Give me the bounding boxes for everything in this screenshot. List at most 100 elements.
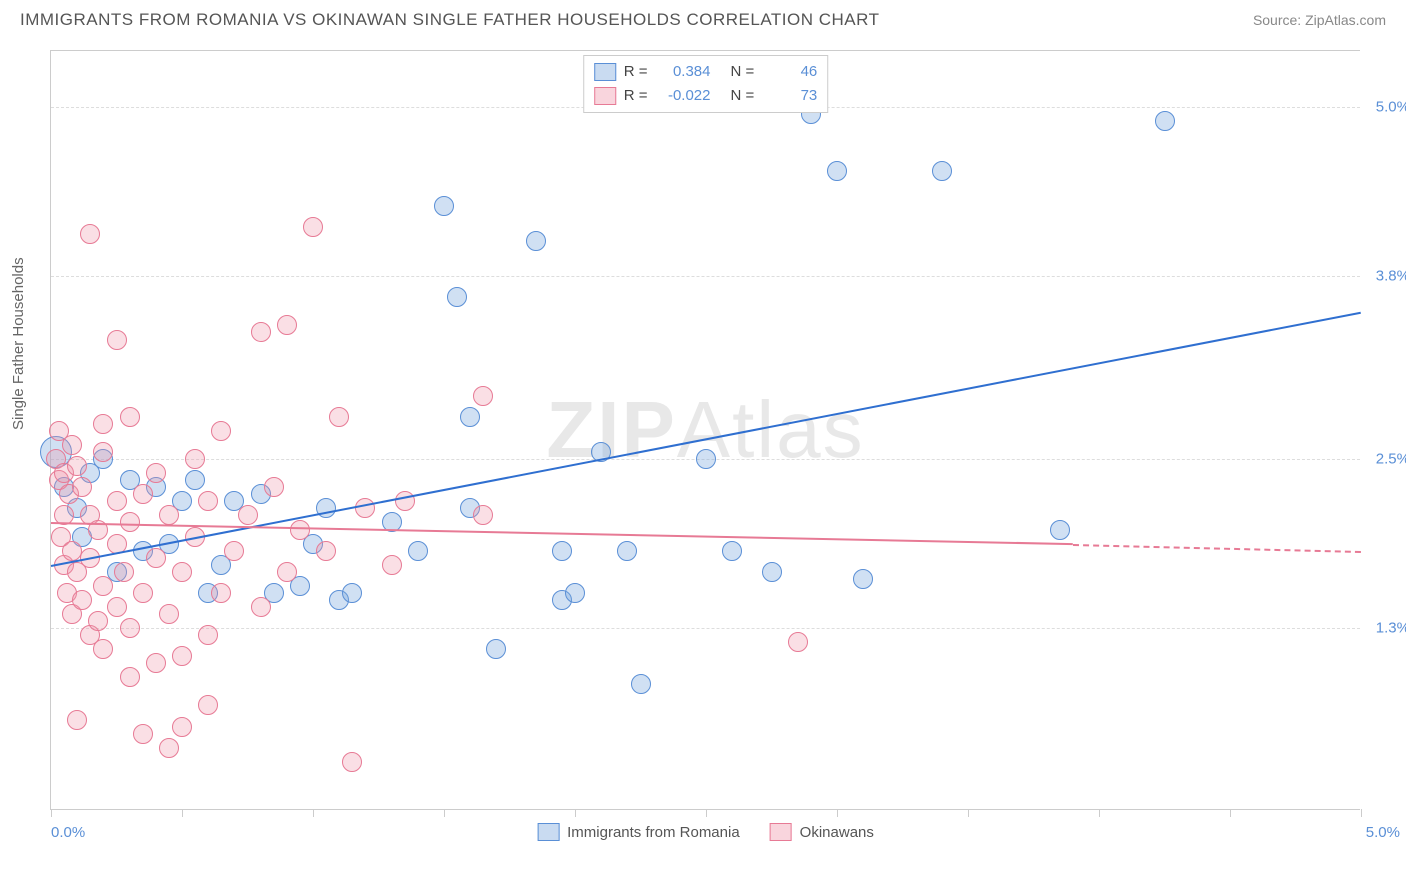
legend-label: Okinawans <box>800 824 874 841</box>
data-point-okinawans <box>93 576 113 596</box>
data-point-okinawans <box>146 653 166 673</box>
data-point-okinawans <box>93 442 113 462</box>
data-point-okinawans <box>172 646 192 666</box>
data-point-okinawans <box>120 407 140 427</box>
data-point-okinawans <box>93 414 113 434</box>
source-attribution: Source: ZipAtlas.com <box>1253 12 1386 28</box>
x-tick <box>837 809 838 817</box>
x-tick <box>182 809 183 817</box>
data-point-okinawans <box>72 590 92 610</box>
data-point-okinawans <box>120 618 140 638</box>
data-point-okinawans <box>198 491 218 511</box>
legend-swatch-pink <box>594 87 616 105</box>
correlation-legend: R = 0.384 N = 46 R = -0.022 N = 73 <box>583 55 829 113</box>
data-point-okinawans <box>159 505 179 525</box>
data-point-okinawans <box>473 505 493 525</box>
data-point-romania <box>1155 111 1175 131</box>
data-point-okinawans <box>114 562 134 582</box>
data-point-okinawans <box>788 632 808 652</box>
x-axis-max-label: 5.0% <box>1366 824 1400 841</box>
data-point-okinawans <box>133 724 153 744</box>
data-point-okinawans <box>120 667 140 687</box>
data-point-okinawans <box>277 315 297 335</box>
legend-row-romania: R = 0.384 N = 46 <box>594 60 818 84</box>
y-tick-label: 2.5% <box>1376 451 1406 468</box>
data-point-romania <box>434 196 454 216</box>
x-tick <box>444 809 445 817</box>
x-tick <box>51 809 52 817</box>
y-tick-label: 1.3% <box>1376 620 1406 637</box>
chart-title: IMMIGRANTS FROM ROMANIA VS OKINAWAN SING… <box>20 10 880 30</box>
data-point-okinawans <box>107 597 127 617</box>
data-point-okinawans <box>473 386 493 406</box>
x-tick <box>575 809 576 817</box>
data-point-okinawans <box>133 583 153 603</box>
data-point-okinawans <box>329 407 349 427</box>
y-tick-label: 5.0% <box>1376 99 1406 116</box>
data-point-okinawans <box>198 625 218 645</box>
data-point-romania <box>486 639 506 659</box>
data-point-okinawans <box>251 597 271 617</box>
data-point-okinawans <box>316 541 336 561</box>
data-point-okinawans <box>185 449 205 469</box>
legend-row-okinawans: R = -0.022 N = 73 <box>594 84 818 108</box>
data-point-romania <box>932 161 952 181</box>
y-tick-label: 3.8% <box>1376 268 1406 285</box>
data-point-okinawans <box>251 322 271 342</box>
x-axis-min-label: 0.0% <box>51 824 85 841</box>
data-point-okinawans <box>172 717 192 737</box>
data-point-romania <box>853 569 873 589</box>
data-point-okinawans <box>107 491 127 511</box>
legend-label: Immigrants from Romania <box>567 824 740 841</box>
legend-n-label: N = <box>731 60 755 84</box>
data-point-okinawans <box>62 541 82 561</box>
data-point-okinawans <box>277 562 297 582</box>
legend-item-okinawans: Okinawans <box>770 823 874 841</box>
data-point-okinawans <box>159 604 179 624</box>
data-point-okinawans <box>80 224 100 244</box>
data-point-okinawans <box>146 463 166 483</box>
data-point-okinawans <box>290 520 310 540</box>
data-point-romania <box>1050 520 1070 540</box>
x-tick <box>313 809 314 817</box>
series-legend: Immigrants from Romania Okinawans <box>537 823 874 841</box>
trendline-okinawans-dashed <box>1073 544 1361 553</box>
data-point-romania <box>342 583 362 603</box>
data-point-okinawans <box>211 421 231 441</box>
data-point-okinawans <box>107 330 127 350</box>
data-point-okinawans <box>355 498 375 518</box>
legend-item-romania: Immigrants from Romania <box>537 823 740 841</box>
y-axis-label: Single Father Households <box>10 257 27 430</box>
data-point-romania <box>447 287 467 307</box>
legend-n-label: N = <box>731 84 755 108</box>
data-point-okinawans <box>198 695 218 715</box>
data-point-okinawans <box>264 477 284 497</box>
data-point-okinawans <box>159 738 179 758</box>
x-tick <box>1099 809 1100 817</box>
data-point-romania <box>722 541 742 561</box>
legend-r-value: 0.384 <box>656 60 711 84</box>
data-point-okinawans <box>224 541 244 561</box>
x-tick <box>706 809 707 817</box>
data-point-okinawans <box>238 505 258 525</box>
gridline <box>51 628 1360 629</box>
data-point-romania <box>552 541 572 561</box>
gridline <box>51 276 1360 277</box>
data-point-romania <box>185 470 205 490</box>
scatter-chart: ZIPAtlas R = 0.384 N = 46 R = -0.022 N =… <box>50 50 1360 810</box>
data-point-romania <box>631 674 651 694</box>
data-point-okinawans <box>382 555 402 575</box>
data-point-okinawans <box>62 435 82 455</box>
data-point-okinawans <box>172 562 192 582</box>
data-point-romania <box>526 231 546 251</box>
legend-r-label: R = <box>624 84 648 108</box>
data-point-okinawans <box>72 477 92 497</box>
legend-n-value: 46 <box>762 60 817 84</box>
data-point-okinawans <box>146 548 166 568</box>
legend-r-value: -0.022 <box>656 84 711 108</box>
data-point-okinawans <box>93 639 113 659</box>
legend-swatch-blue <box>537 823 559 841</box>
data-point-okinawans <box>120 512 140 532</box>
data-point-okinawans <box>211 583 231 603</box>
x-tick <box>968 809 969 817</box>
